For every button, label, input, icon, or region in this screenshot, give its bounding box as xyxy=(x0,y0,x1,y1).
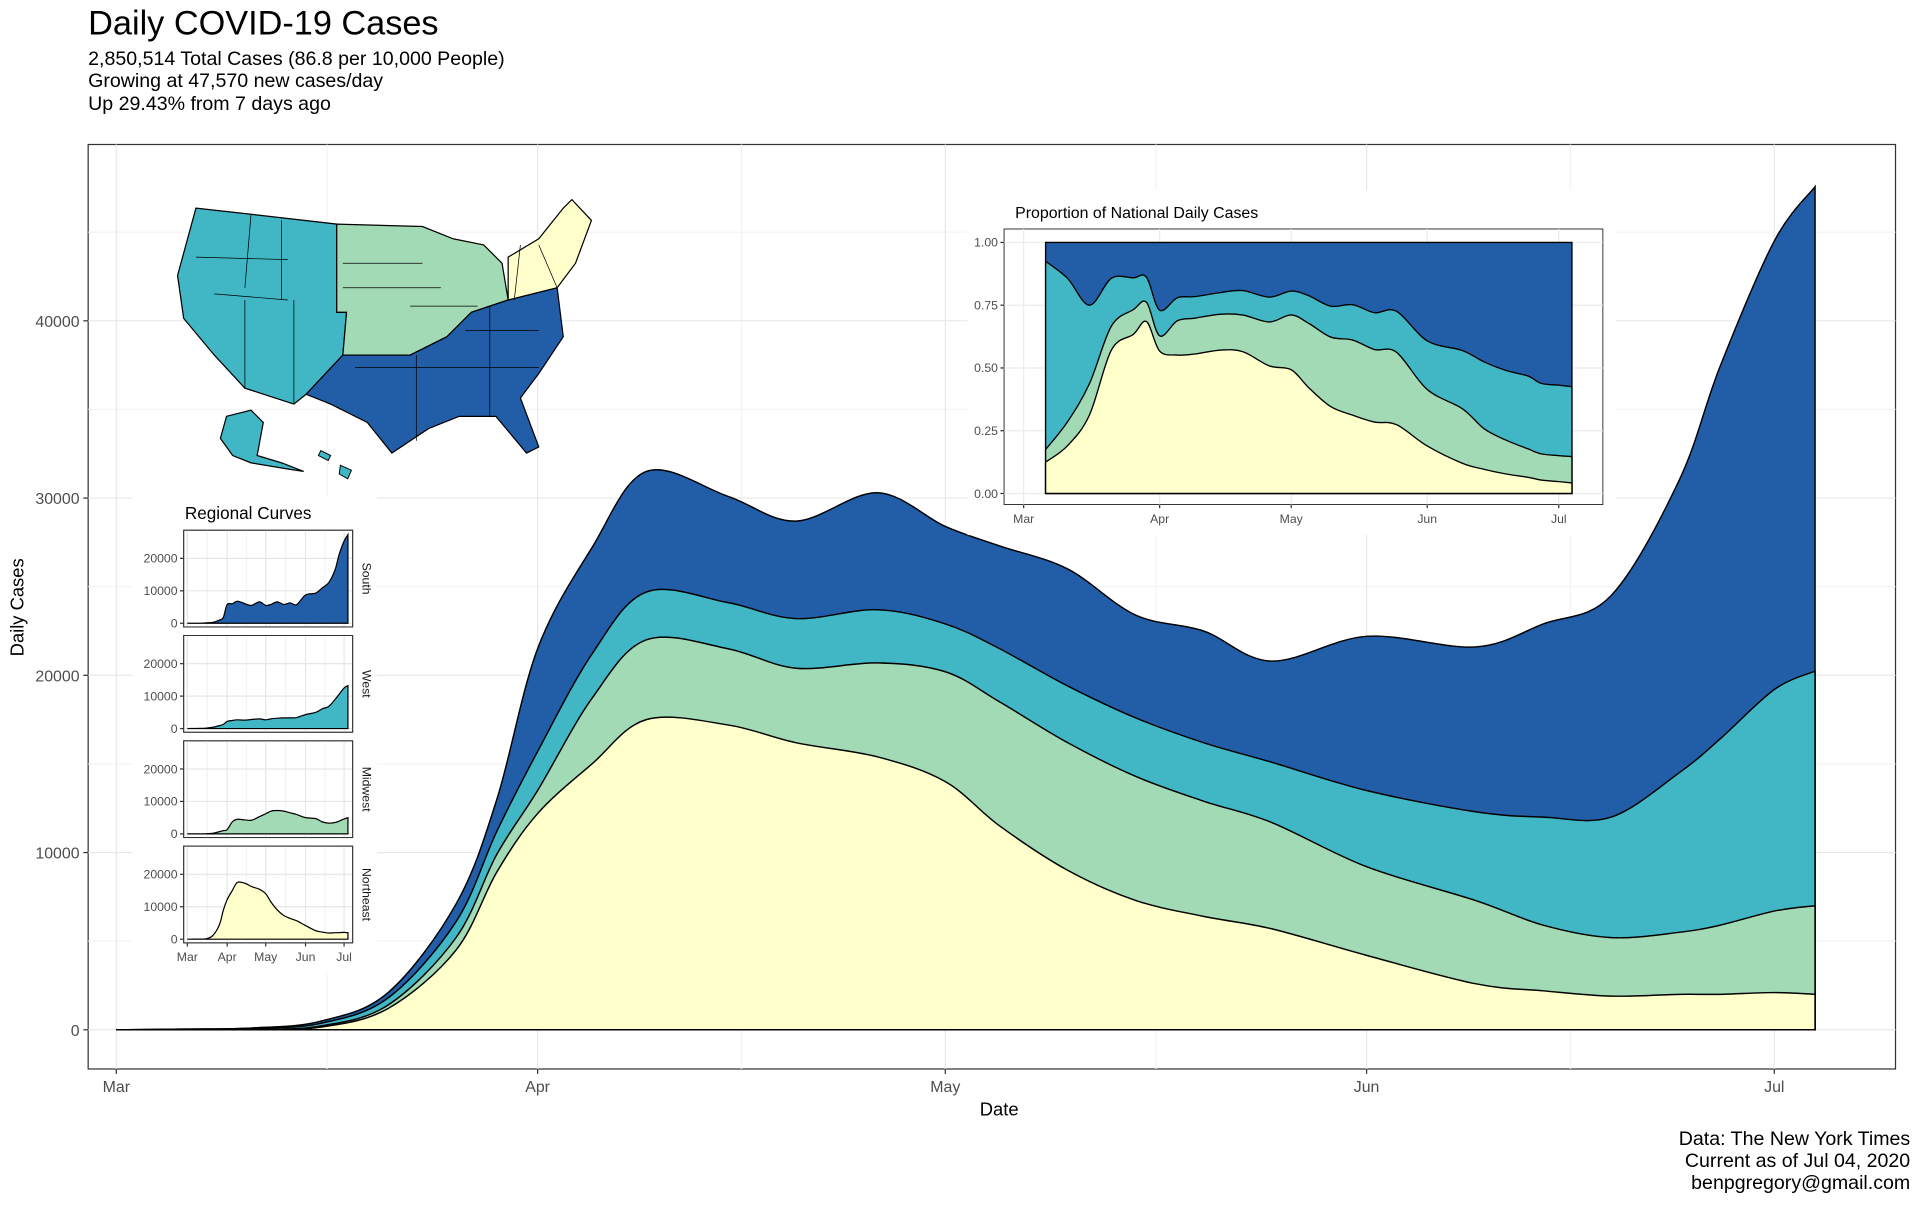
caption-line: Data: The New York Times xyxy=(1679,1128,1911,1150)
y-tick-label: 30000 xyxy=(35,491,79,508)
subtitle-line: Up 29.43% from 7 days ago xyxy=(88,93,331,115)
inset-title: Proportion of National Daily Cases xyxy=(1015,205,1258,222)
x-tick-label: Jun xyxy=(1417,512,1437,526)
facet-strip-label: West xyxy=(359,670,373,698)
x-tick-label: May xyxy=(254,950,278,964)
y-tick-label: 0.50 xyxy=(974,361,998,375)
y-tick-label: 1.00 xyxy=(974,236,998,250)
x-tick-label: Jul xyxy=(1551,512,1567,526)
subtitle-line: Growing at 47,570 new cases/day xyxy=(88,70,383,92)
x-tick-label: Jul xyxy=(336,950,352,964)
regional-curves-inset: Regional Curves 0 10000 20000 South 0 10000 200… xyxy=(132,495,378,974)
state-border xyxy=(214,293,288,301)
y-tick-label: 0 xyxy=(171,617,178,631)
x-tick-label: Apr xyxy=(218,950,237,964)
facet-area-northeast xyxy=(187,881,349,940)
map-hawaii xyxy=(317,449,332,462)
x-tick-label: Jun xyxy=(1354,1079,1380,1096)
inset-title: Regional Curves xyxy=(185,503,312,523)
facet-border xyxy=(183,845,354,944)
facet-strip-label: Northeast xyxy=(359,868,373,922)
y-tick-label: 0 xyxy=(171,722,178,736)
y-tick-label: 0.25 xyxy=(974,424,998,438)
map-region-south xyxy=(305,286,564,454)
y-tick-label: 10000 xyxy=(144,689,178,703)
x-tick-label: May xyxy=(1280,512,1304,526)
facet-strip-label: Midwest xyxy=(359,767,373,812)
y-tick-label: 20000 xyxy=(144,552,178,566)
y-tick-label: 0.75 xyxy=(974,298,998,312)
y-tick-label: 0 xyxy=(171,827,178,841)
y-tick-label: 10000 xyxy=(35,846,79,863)
area-northeast xyxy=(116,716,1816,1031)
caption-line: benpgregory@gmail.com xyxy=(1691,1172,1910,1194)
y-tick-label: 0 xyxy=(171,932,178,946)
x-tick-label: Mar xyxy=(177,950,198,964)
caption-line: Current as of Jul 04, 2020 xyxy=(1685,1150,1910,1172)
x-tick-label: May xyxy=(930,1079,960,1096)
facet-area-midwest xyxy=(187,809,349,835)
facet-border xyxy=(183,635,354,733)
y-tick-label: 20000 xyxy=(144,762,178,776)
state-border xyxy=(513,244,521,301)
y-axis-title: Daily Cases xyxy=(6,558,27,656)
y-tick-label: 40000 xyxy=(35,314,79,331)
map-region-northeast xyxy=(507,198,593,301)
y-tick-label: 0 xyxy=(71,1023,80,1040)
share-area-northeast xyxy=(1044,320,1573,495)
y-tick-label: 20000 xyxy=(144,868,178,882)
y-tick-label: 20000 xyxy=(35,668,79,685)
x-axis-title: Date xyxy=(980,1099,1019,1120)
state-border xyxy=(195,256,288,260)
y-tick-label: 0.00 xyxy=(974,487,998,501)
map-alaska xyxy=(219,409,304,473)
x-tick-label: Apr xyxy=(525,1079,550,1096)
proportion-inset: Proportion of National Daily Cases Mar Apr… xyxy=(967,189,1617,536)
x-tick-label: Mar xyxy=(1013,512,1034,526)
x-tick-label: Jun xyxy=(296,950,316,964)
us-region-map xyxy=(176,198,593,480)
x-tick-label: Jul xyxy=(1764,1079,1784,1096)
map-hawaii xyxy=(338,464,353,480)
facet-border xyxy=(183,529,354,628)
y-tick-label: 20000 xyxy=(144,657,178,671)
facet-border xyxy=(183,740,354,839)
state-border xyxy=(538,244,558,288)
facet-area-south xyxy=(187,532,349,624)
subtitle-line: 2,850,514 Total Cases (86.8 per 10,000 P… xyxy=(88,48,505,70)
chart-title: Daily COVID-19 Cases xyxy=(88,4,438,42)
facet-strip-label: South xyxy=(359,563,373,595)
x-tick-label: Apr xyxy=(1150,512,1169,526)
state-border xyxy=(244,214,252,288)
x-tick-label: Mar xyxy=(103,1079,131,1096)
y-tick-label: 10000 xyxy=(144,584,178,598)
y-tick-label: 10000 xyxy=(144,900,178,914)
facet-area-west xyxy=(187,684,349,730)
y-tick-label: 10000 xyxy=(144,795,178,809)
